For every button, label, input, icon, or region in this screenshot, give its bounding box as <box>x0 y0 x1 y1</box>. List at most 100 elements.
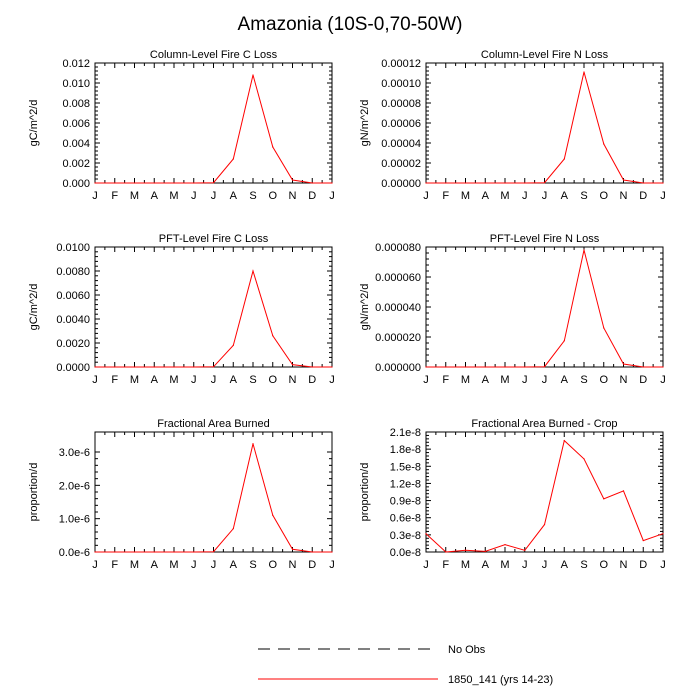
panel-title: Fractional Area Burned <box>157 418 270 430</box>
x-tick-label: F <box>442 374 449 386</box>
y-axis-label: proportion/d <box>359 463 371 522</box>
data-point <box>94 551 96 553</box>
y-tick-label: 0.002 <box>62 158 90 170</box>
y-tick-label: 0.000000 <box>375 362 421 374</box>
x-tick-label: M <box>500 190 509 202</box>
data-point <box>331 551 333 553</box>
y-tick-label: 0.00008 <box>381 98 421 110</box>
series-line <box>95 74 332 184</box>
data-point <box>212 366 215 368</box>
y-tick-label: 0.0080 <box>56 266 90 278</box>
data-point <box>291 179 294 181</box>
x-tick-label: D <box>639 190 647 202</box>
x-tick-label: A <box>230 374 238 386</box>
x-tick-label: D <box>639 559 647 571</box>
data-point <box>464 366 467 368</box>
plot-frame <box>425 246 664 368</box>
x-tick-label: M <box>130 190 139 202</box>
data-point <box>445 366 447 368</box>
x-tick-label: M <box>461 374 470 386</box>
x-tick-label: A <box>561 559 569 571</box>
panel-title: Fractional Area Burned - Crop <box>471 418 617 430</box>
y-tick-label: 1.5e-8 <box>390 461 421 473</box>
data-point <box>583 458 585 460</box>
y-tick-label: 1.8e-8 <box>390 444 421 456</box>
y-tick-label: 0.004 <box>62 138 90 150</box>
y-tick-label: 0.3e-8 <box>390 530 421 542</box>
x-tick-label: J <box>92 374 98 386</box>
y-tick-label: 0.00006 <box>381 118 421 130</box>
data-point <box>133 366 136 368</box>
x-tick-label: D <box>308 190 316 202</box>
series-line <box>426 249 663 368</box>
x-tick-label: F <box>111 374 118 386</box>
y-tick-label: 0.000080 <box>375 242 421 254</box>
data-point <box>484 550 486 553</box>
x-tick-label: J <box>329 559 335 571</box>
x-tick-label: J <box>211 559 217 571</box>
x-tick-label: F <box>442 190 449 202</box>
x-tick-label: F <box>111 559 118 571</box>
data-point <box>622 363 625 365</box>
x-tick-label: J <box>329 374 335 386</box>
x-tick-label: S <box>249 190 256 202</box>
data-point <box>484 366 486 368</box>
x-tick-label: J <box>542 559 548 571</box>
y-axis-label: gC/m^2/d <box>28 100 40 147</box>
plot-frame <box>94 246 333 368</box>
x-tick-label: M <box>461 559 470 571</box>
data-point <box>603 498 605 500</box>
plot-frame <box>425 431 664 553</box>
x-tick-label: A <box>151 559 159 571</box>
x-tick-label: S <box>580 190 587 202</box>
x-tick-label: M <box>169 374 178 386</box>
x-tick-label: O <box>268 559 277 571</box>
y-tick-label: 0.0e-8 <box>390 547 421 559</box>
data-point <box>133 551 136 553</box>
data-point <box>662 182 664 184</box>
data-point <box>464 182 467 184</box>
x-tick-label: D <box>308 559 316 571</box>
x-tick-label: A <box>561 374 569 386</box>
y-tick-label: 0.00000 <box>381 178 421 190</box>
x-tick-label: J <box>191 190 197 202</box>
x-tick-label: M <box>169 559 178 571</box>
panel-title: Column-Level Fire C Loss <box>150 49 278 61</box>
data-point <box>662 366 664 368</box>
x-tick-label: J <box>660 374 666 386</box>
x-tick-label: M <box>500 374 509 386</box>
x-tick-label: F <box>442 559 449 571</box>
x-tick-label: A <box>151 374 159 386</box>
y-axis-label: gC/m^2/d <box>28 284 40 331</box>
data-point <box>331 182 333 184</box>
data-point <box>311 182 313 184</box>
data-point <box>603 143 605 145</box>
x-tick-label: M <box>500 559 509 571</box>
data-point <box>212 182 215 184</box>
x-tick-label: J <box>191 374 197 386</box>
data-point <box>272 514 274 516</box>
data-point <box>311 551 313 553</box>
x-tick-label: A <box>230 190 238 202</box>
data-point <box>331 366 333 368</box>
y-tick-label: 0.000040 <box>375 302 421 314</box>
plot-frame <box>94 431 333 553</box>
y-tick-label: 0.00002 <box>381 158 421 170</box>
x-tick-label: S <box>249 374 256 386</box>
data-point <box>193 551 195 553</box>
y-tick-label: 0.00010 <box>381 78 421 90</box>
y-tick-label: 0.010 <box>62 78 90 90</box>
x-tick-label: O <box>599 190 608 202</box>
data-point <box>425 366 427 368</box>
y-axis-label: gN/m^2/d <box>359 100 371 147</box>
data-point <box>563 158 565 160</box>
data-point <box>563 439 565 442</box>
y-tick-label: 0.0060 <box>56 290 90 302</box>
plot-frame <box>94 62 333 184</box>
x-tick-label: O <box>268 190 277 202</box>
x-tick-label: A <box>151 190 159 202</box>
data-point <box>445 182 447 184</box>
